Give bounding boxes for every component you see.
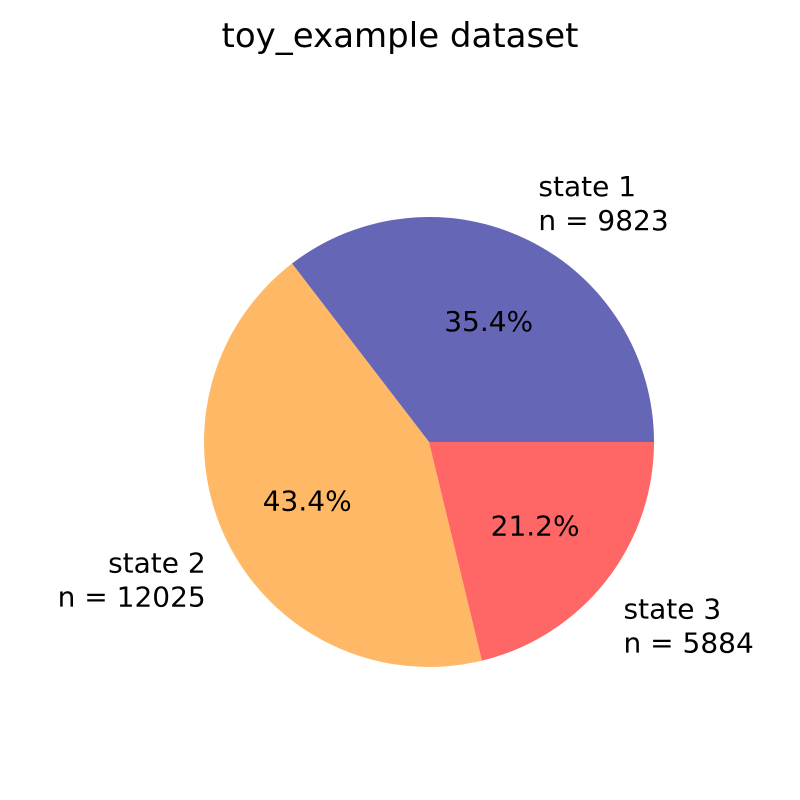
pie-percent-label: 43.4% [263, 484, 352, 517]
pie-slice-count: n = 12025 [58, 580, 206, 613]
pie-slice-label: state 1 [538, 170, 636, 203]
pie-slice-label: state 2 [108, 546, 206, 579]
pie-slice-count: n = 5884 [624, 627, 754, 660]
pie-slice-state-2 [203, 263, 482, 667]
pie-slice-state-1 [291, 216, 654, 442]
pie-slices [203, 216, 654, 667]
pie-labels: 35.4% state 1n = 9823 43.4% state 2n = 1202… [58, 170, 754, 660]
pie-percent-label: 21.2% [491, 509, 580, 542]
pie-percent-label: 35.4% [444, 305, 533, 338]
pie-slice-label: state 3 [624, 593, 722, 626]
chart-title: toy_example dataset [222, 16, 579, 56]
pie-slice-count: n = 9823 [538, 204, 668, 237]
pie-slice-state-3 [429, 442, 654, 661]
